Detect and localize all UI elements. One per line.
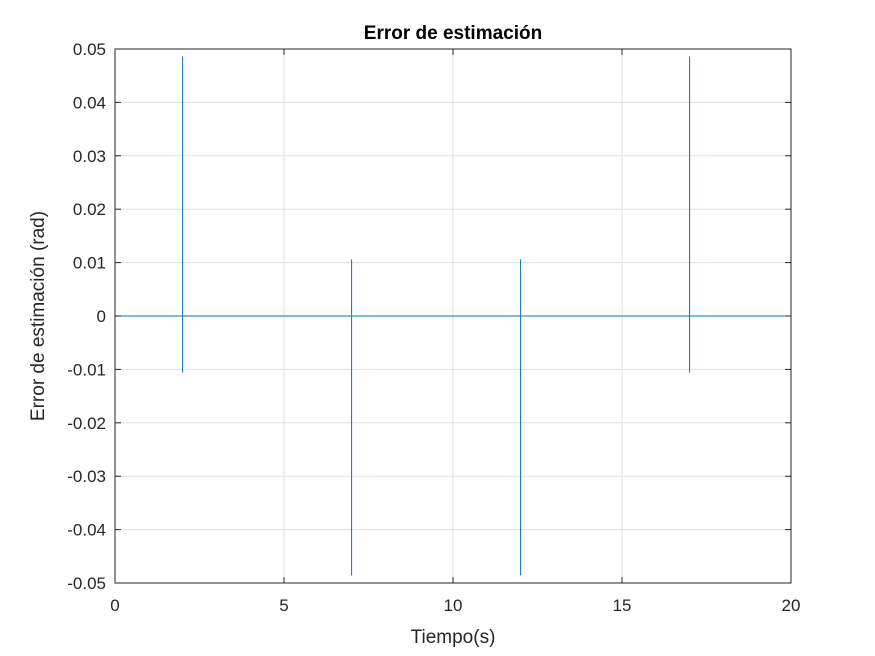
- y-tick-label: 0.04: [73, 93, 106, 112]
- y-tick-label: 0.02: [73, 200, 106, 219]
- x-axis-label: Tiempo(s): [411, 627, 496, 648]
- tick-marks: [114, 48, 792, 584]
- y-axis-label: Error de estimación (rad): [28, 211, 49, 421]
- chart-title: Error de estimación: [364, 23, 542, 44]
- series-line: [115, 56, 791, 576]
- y-tick-label: 0.01: [73, 254, 106, 273]
- x-tick-label: 20: [782, 596, 801, 615]
- x-tick-label: 0: [110, 596, 119, 615]
- y-tick-label: -0.05: [67, 574, 106, 593]
- y-tick-label: 0: [97, 307, 106, 326]
- x-tick-label: 15: [613, 596, 632, 615]
- x-tick-label: 10: [444, 596, 463, 615]
- y-tick-label: 0.05: [73, 40, 106, 59]
- series-group: [115, 56, 791, 576]
- x-tick-label: 5: [279, 596, 288, 615]
- y-tick-label: -0.04: [67, 521, 106, 540]
- x-tick-labels: 0 5 10 15 20: [110, 596, 800, 615]
- y-tick-label: -0.03: [67, 467, 106, 486]
- y-tick-label: -0.02: [67, 414, 106, 433]
- y-tick-label: 0.03: [73, 147, 106, 166]
- y-tick-label: -0.01: [67, 360, 106, 379]
- y-tick-labels: -0.05 -0.04 -0.03 -0.02 -0.01 0 0.01 0.02 0.03 0.…: [67, 40, 106, 593]
